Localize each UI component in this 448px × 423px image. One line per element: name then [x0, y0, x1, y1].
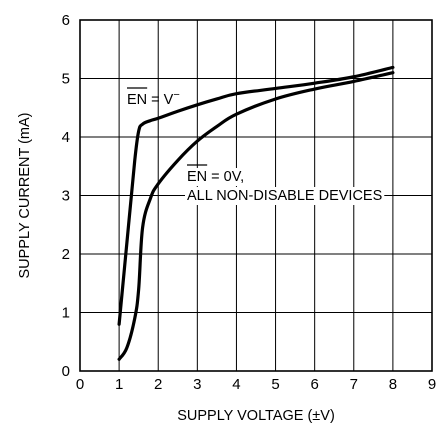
annotation-en-zero-line2: ALL NON-DISABLE DEVICES	[187, 188, 382, 204]
series-line-1	[117, 65, 395, 326]
y-tick-label-5: 5	[62, 71, 70, 88]
x-tick-label-1: 1	[115, 376, 123, 393]
annotation-en-zero-bg-line2	[185, 187, 385, 205]
x-tick-label-8: 8	[389, 376, 397, 393]
x-tick-label-2: 2	[154, 376, 162, 393]
y-tick-label-6: 6	[62, 12, 70, 29]
y-tick-label-3: 3	[62, 188, 70, 205]
tick-labels: 0 1 2 3 4 5 6 7 8 9 0 1 2 3 4 5 6	[62, 12, 437, 393]
x-axis-title: SUPPLY VOLTAGE (±V)	[177, 408, 335, 423]
y-tick-label-4: 4	[62, 129, 70, 146]
annotation-en-zero-line1: EN = 0V,	[187, 169, 244, 185]
annotation-equals-v: = V	[147, 92, 174, 108]
annotation-equals-0v: = 0V,	[207, 169, 244, 185]
series-line-2	[117, 71, 395, 361]
annotation-en-zero: EN = 0V, ALL NON-DISABLE DEVICES	[185, 164, 385, 205]
x-tick-label-9: 9	[428, 376, 436, 393]
annotation-en-v-minus-text: EN = V−	[127, 89, 180, 108]
x-tick-label-4: 4	[232, 376, 240, 393]
x-tick-label-6: 6	[310, 376, 318, 393]
plot-frame	[79, 19, 433, 372]
y-tick-label-0: 0	[62, 363, 70, 380]
annotation-en-v-minus: EN = V−	[127, 87, 180, 108]
y-axis-title: SUPPLY CURRENT (mA)	[17, 113, 33, 279]
x-tick-label-0: 0	[76, 376, 84, 393]
x-tick-label-7: 7	[350, 376, 358, 393]
annotation-en-label-2: EN	[187, 169, 207, 185]
annotation-minus-superscript: −	[173, 89, 179, 101]
annotation-en-label: EN	[127, 92, 147, 108]
annotation-en-zero-bg-line1	[185, 168, 247, 186]
y-tick-label-2: 2	[62, 246, 70, 263]
x-tick-label-5: 5	[271, 376, 279, 393]
y-tick-label-1: 1	[62, 305, 70, 322]
x-tick-label-3: 3	[193, 376, 201, 393]
curves	[117, 65, 395, 361]
